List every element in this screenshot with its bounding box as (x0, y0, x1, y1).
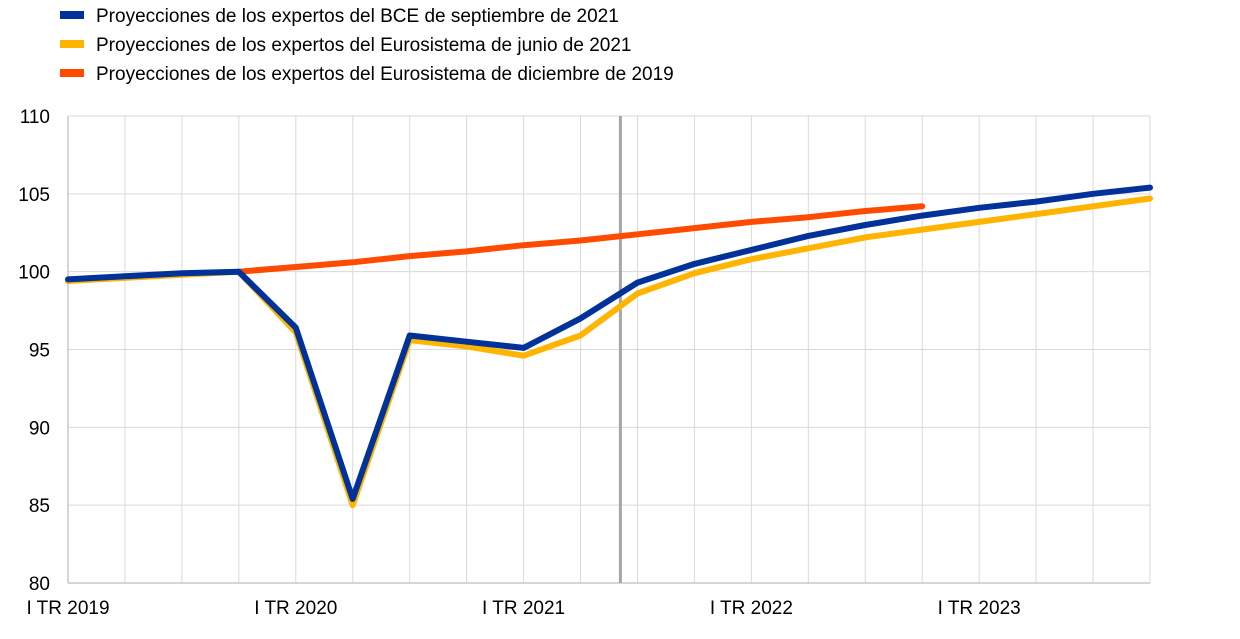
series-line-2 (235, 203, 926, 275)
x-tick-label: I TR 2021 (482, 598, 565, 619)
y-tick-label: 90 (29, 418, 50, 439)
x-tick-label: I TR 2023 (938, 598, 1021, 619)
legend-label-0: Proyecciones de los expertos del BCE de … (96, 6, 619, 27)
x-tick-label: I TR 2019 (26, 598, 109, 619)
y-tick-label: 110 (20, 107, 50, 128)
legend-label-1: Proyecciones de los expertos del Eurosis… (96, 35, 632, 56)
y-tick-label: 95 (29, 341, 50, 362)
legend: Proyecciones de los expertos del BCE de … (60, 6, 674, 85)
x-tick-label: I TR 2022 (710, 598, 793, 619)
legend-label-2: Proyecciones de los expertos del Eurosis… (96, 64, 674, 85)
legend-swatch-2 (60, 69, 84, 77)
y-tick-label: 80 (29, 574, 50, 595)
legend-swatch-0 (60, 11, 84, 19)
y-tick-label: 105 (18, 185, 50, 206)
x-tick-label: I TR 2020 (254, 598, 337, 619)
series-line-0 (65, 184, 1153, 502)
legend-swatch-1 (60, 40, 84, 48)
series-line-1 (65, 195, 1153, 509)
y-tick-label: 85 (29, 496, 50, 517)
grid (67, 115, 1151, 584)
series-lines (65, 184, 1153, 509)
axes: 80 85 90 95 100 105 110 I TR 2019 I TR 2020 I TR … (18, 107, 1150, 619)
y-tick-label: 100 (18, 263, 50, 284)
